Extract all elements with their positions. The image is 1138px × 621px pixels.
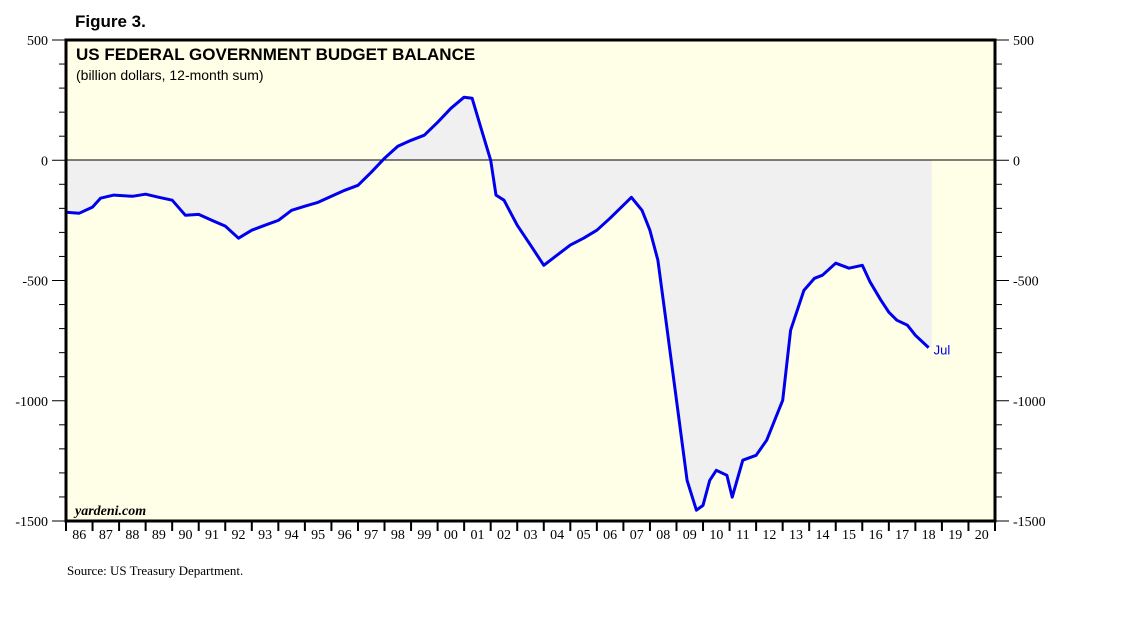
x-tick-label: 18 xyxy=(922,528,936,543)
x-tick-label: 13 xyxy=(789,528,803,543)
x-tick-label: 93 xyxy=(258,528,272,543)
y-tick-label-left: -1000 xyxy=(15,395,48,410)
watermark: yardeni.com xyxy=(73,504,146,519)
budget-balance-line xyxy=(65,95,930,512)
y-tick-label-right: 0 xyxy=(1013,154,1020,169)
x-tick-label: 96 xyxy=(338,528,352,543)
x-tick-label: 09 xyxy=(683,528,697,543)
x-tick-label: 91 xyxy=(205,528,219,543)
x-tick-label: 99 xyxy=(417,528,431,543)
x-tick-label: 11 xyxy=(736,528,749,543)
plot-area xyxy=(66,40,995,521)
source-note: Source: US Treasury Department. xyxy=(67,563,243,578)
x-tick-label: 88 xyxy=(125,528,139,543)
y-tick-label-right: 500 xyxy=(1013,34,1034,49)
y-tick-label-left: 500 xyxy=(27,34,48,49)
chart-subtitle: (billion dollars, 12-month sum) xyxy=(76,67,264,83)
x-tick-label: 89 xyxy=(152,528,166,543)
y-tick-label-left: -1500 xyxy=(15,515,48,530)
figure-label: Figure 3. xyxy=(75,12,146,31)
x-tick-label: 08 xyxy=(656,528,670,543)
x-tick-label: 04 xyxy=(550,528,564,543)
x-tick-label: 03 xyxy=(524,528,538,543)
x-tick-label: 92 xyxy=(232,528,246,543)
y-tick-label-right: -1500 xyxy=(1013,515,1046,530)
x-tick-label: 90 xyxy=(178,528,192,543)
x-tick-label: 97 xyxy=(364,528,378,543)
x-tick-label: 94 xyxy=(285,528,299,543)
x-tick-label: 02 xyxy=(497,528,511,543)
x-tick-label: 17 xyxy=(895,528,909,543)
x-tick-label: 00 xyxy=(444,528,458,543)
x-tick-label: 05 xyxy=(577,528,591,543)
x-tick-label: 01 xyxy=(470,528,484,543)
deficit-area-fill xyxy=(66,97,932,511)
x-tick-label: 19 xyxy=(948,528,962,543)
end-label: Jul xyxy=(934,343,951,358)
x-tick-label: 07 xyxy=(630,528,644,543)
x-tick-label: 15 xyxy=(842,528,856,543)
x-tick-label: 98 xyxy=(391,528,405,543)
y-tick-label-right: -1000 xyxy=(1013,395,1046,410)
y-tick-label-left: -500 xyxy=(22,275,48,290)
x-tick-label: 10 xyxy=(709,528,723,543)
x-tick-label: 06 xyxy=(603,528,617,543)
x-tick-label: 20 xyxy=(975,528,989,543)
x-tick-label: 16 xyxy=(869,528,883,543)
y-tick-label-right: -500 xyxy=(1013,275,1039,290)
x-tick-label: 95 xyxy=(311,528,325,543)
chart-title: US FEDERAL GOVERNMENT BUDGET BALANCE xyxy=(76,45,475,64)
y-tick-label-left: 0 xyxy=(41,154,48,169)
x-tick-label: 86 xyxy=(72,528,86,543)
x-tick-label: 87 xyxy=(99,528,113,543)
x-tick-label: 12 xyxy=(762,528,776,543)
x-tick-label: 14 xyxy=(816,528,830,543)
